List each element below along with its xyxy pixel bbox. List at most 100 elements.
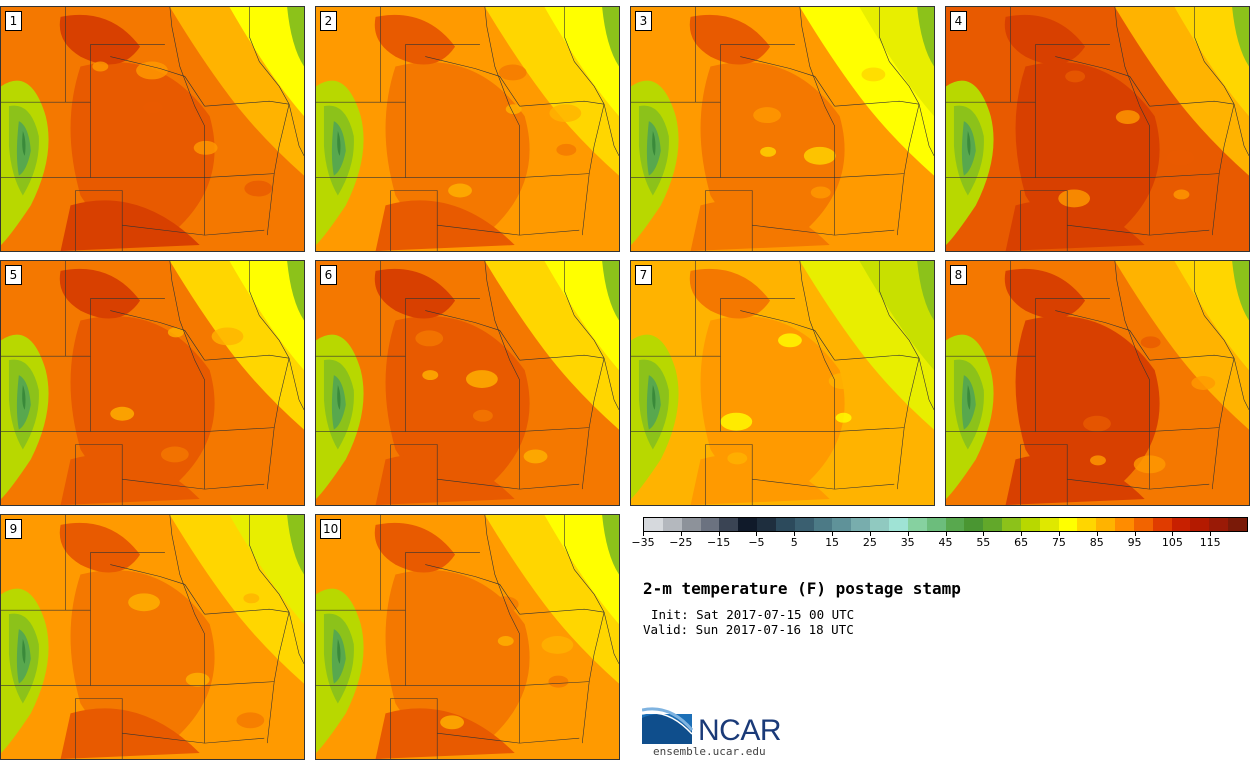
colorbar-swatch [1002,518,1021,531]
member-number-label: 7 [635,265,652,285]
ensemble-url: ensemble.ucar.edu [653,745,766,758]
member-number-label: 6 [320,265,337,285]
colorbar-tick-label: −25 [669,536,693,549]
colorbar-swatch [1171,518,1191,531]
colorbar-swatch [945,518,965,531]
colorbar-tick [1021,532,1023,536]
colorbar-swatch [1020,518,1040,531]
forecast-times: Init: Sat 2017-07-15 00 UTC Valid: Sun 20… [643,607,854,637]
temperature-colorbar [643,517,1248,532]
init-time: Init: Sat 2017-07-15 00 UTC [651,607,855,622]
colorbar-tick [794,532,796,536]
member-map-6: 6 [315,260,620,506]
colorbar-tick-label: 65 [1014,536,1029,549]
member-map-1: 1 [0,6,305,252]
colorbar-swatch [1115,518,1134,531]
temperature-field [316,261,619,505]
colorbar-tick [643,532,644,536]
member-number-label: 9 [5,519,22,539]
colorbar-swatch [907,518,927,531]
member-map-4: 4 [945,6,1250,252]
temperature-field [1,261,304,505]
colorbar-tick-label: 85 [1089,536,1104,549]
colorbar-tick [983,532,985,536]
colorbar-tick [1172,532,1174,536]
colorbar-swatch [832,518,852,531]
colorbar-swatch [1058,518,1078,531]
colorbar-swatch [719,518,739,531]
member-map-5: 5 [0,260,305,506]
colorbar-swatch [888,518,908,531]
temperature-field [946,7,1249,251]
colorbar-tick [945,532,947,536]
temperature-field [631,261,934,505]
colorbar-swatch [794,518,814,531]
colorbar-swatch [964,518,984,531]
colorbar-swatch [870,518,889,531]
colorbar-swatch [644,518,663,531]
member-number-label: 3 [635,11,652,31]
colorbar-tick [680,532,682,536]
temperature-field [1,515,304,759]
colorbar-swatch [738,518,758,531]
temperature-field [316,7,619,251]
colorbar-tick-label: 15 [825,536,840,549]
colorbar-tick [1134,532,1136,536]
colorbar-tick-label: −35 [631,536,655,549]
colorbar-tick [1210,532,1212,536]
member-map-3: 3 [630,6,935,252]
temperature-field [946,261,1249,505]
colorbar-tick-label: −15 [707,536,731,549]
colorbar-tick-label: 75 [1051,536,1066,549]
member-map-10: 10 [315,514,620,760]
colorbar-swatch [1190,518,1210,531]
member-number-label: 10 [320,519,342,539]
colorbar-tick [1058,532,1060,536]
member-map-2: 2 [315,6,620,252]
colorbar-tick [1096,532,1098,536]
colorbar-swatch [813,518,833,531]
valid-time: Valid: Sun 2017-07-16 18 UTC [643,622,854,637]
colorbar-swatch [662,518,682,531]
colorbar-tick-label: 35 [900,536,915,549]
colorbar-swatch [1152,518,1172,531]
member-number-label: 8 [950,265,967,285]
colorbar-tick-label: 45 [938,536,953,549]
ncar-logo-text: NCAR [698,714,782,747]
colorbar-tick [718,532,720,536]
colorbar-swatch [926,518,946,531]
member-map-9: 9 [0,514,305,760]
colorbar-tick-label: 25 [862,536,877,549]
member-number-label: 2 [320,11,337,31]
colorbar-tick [869,532,871,536]
colorbar-swatch [851,518,871,531]
member-map-8: 8 [945,260,1250,506]
colorbar-tick-label: 55 [976,536,991,549]
colorbar-tick [832,532,834,536]
member-map-7: 7 [630,260,935,506]
chart-title: 2-m temperature (F) postage stamp [643,579,961,598]
temperature-field [1,7,304,251]
colorbar-tick [907,532,909,536]
colorbar-tick-label: 5 [790,536,798,549]
ncar-logo-icon [642,707,694,744]
colorbar-swatch [700,518,720,531]
colorbar-swatch [1039,518,1059,531]
colorbar-swatch [1133,518,1153,531]
colorbar-tick-label: 115 [1199,536,1221,549]
temperature-field [316,515,619,759]
colorbar-swatch [1228,518,1247,531]
colorbar-tick-label: 105 [1161,536,1183,549]
member-number-label: 5 [5,265,22,285]
colorbar-swatch [681,518,701,531]
colorbar-swatch [983,518,1003,531]
member-number-label: 4 [950,11,967,31]
colorbar-tick-label: 95 [1127,536,1142,549]
colorbar-tick-label: −5 [748,536,765,549]
member-number-label: 1 [5,11,22,31]
colorbar-tick [756,532,758,536]
colorbar-swatch [775,518,795,531]
colorbar-swatch [1096,518,1116,531]
colorbar-swatch [1077,518,1097,531]
colorbar-swatch [1209,518,1229,531]
